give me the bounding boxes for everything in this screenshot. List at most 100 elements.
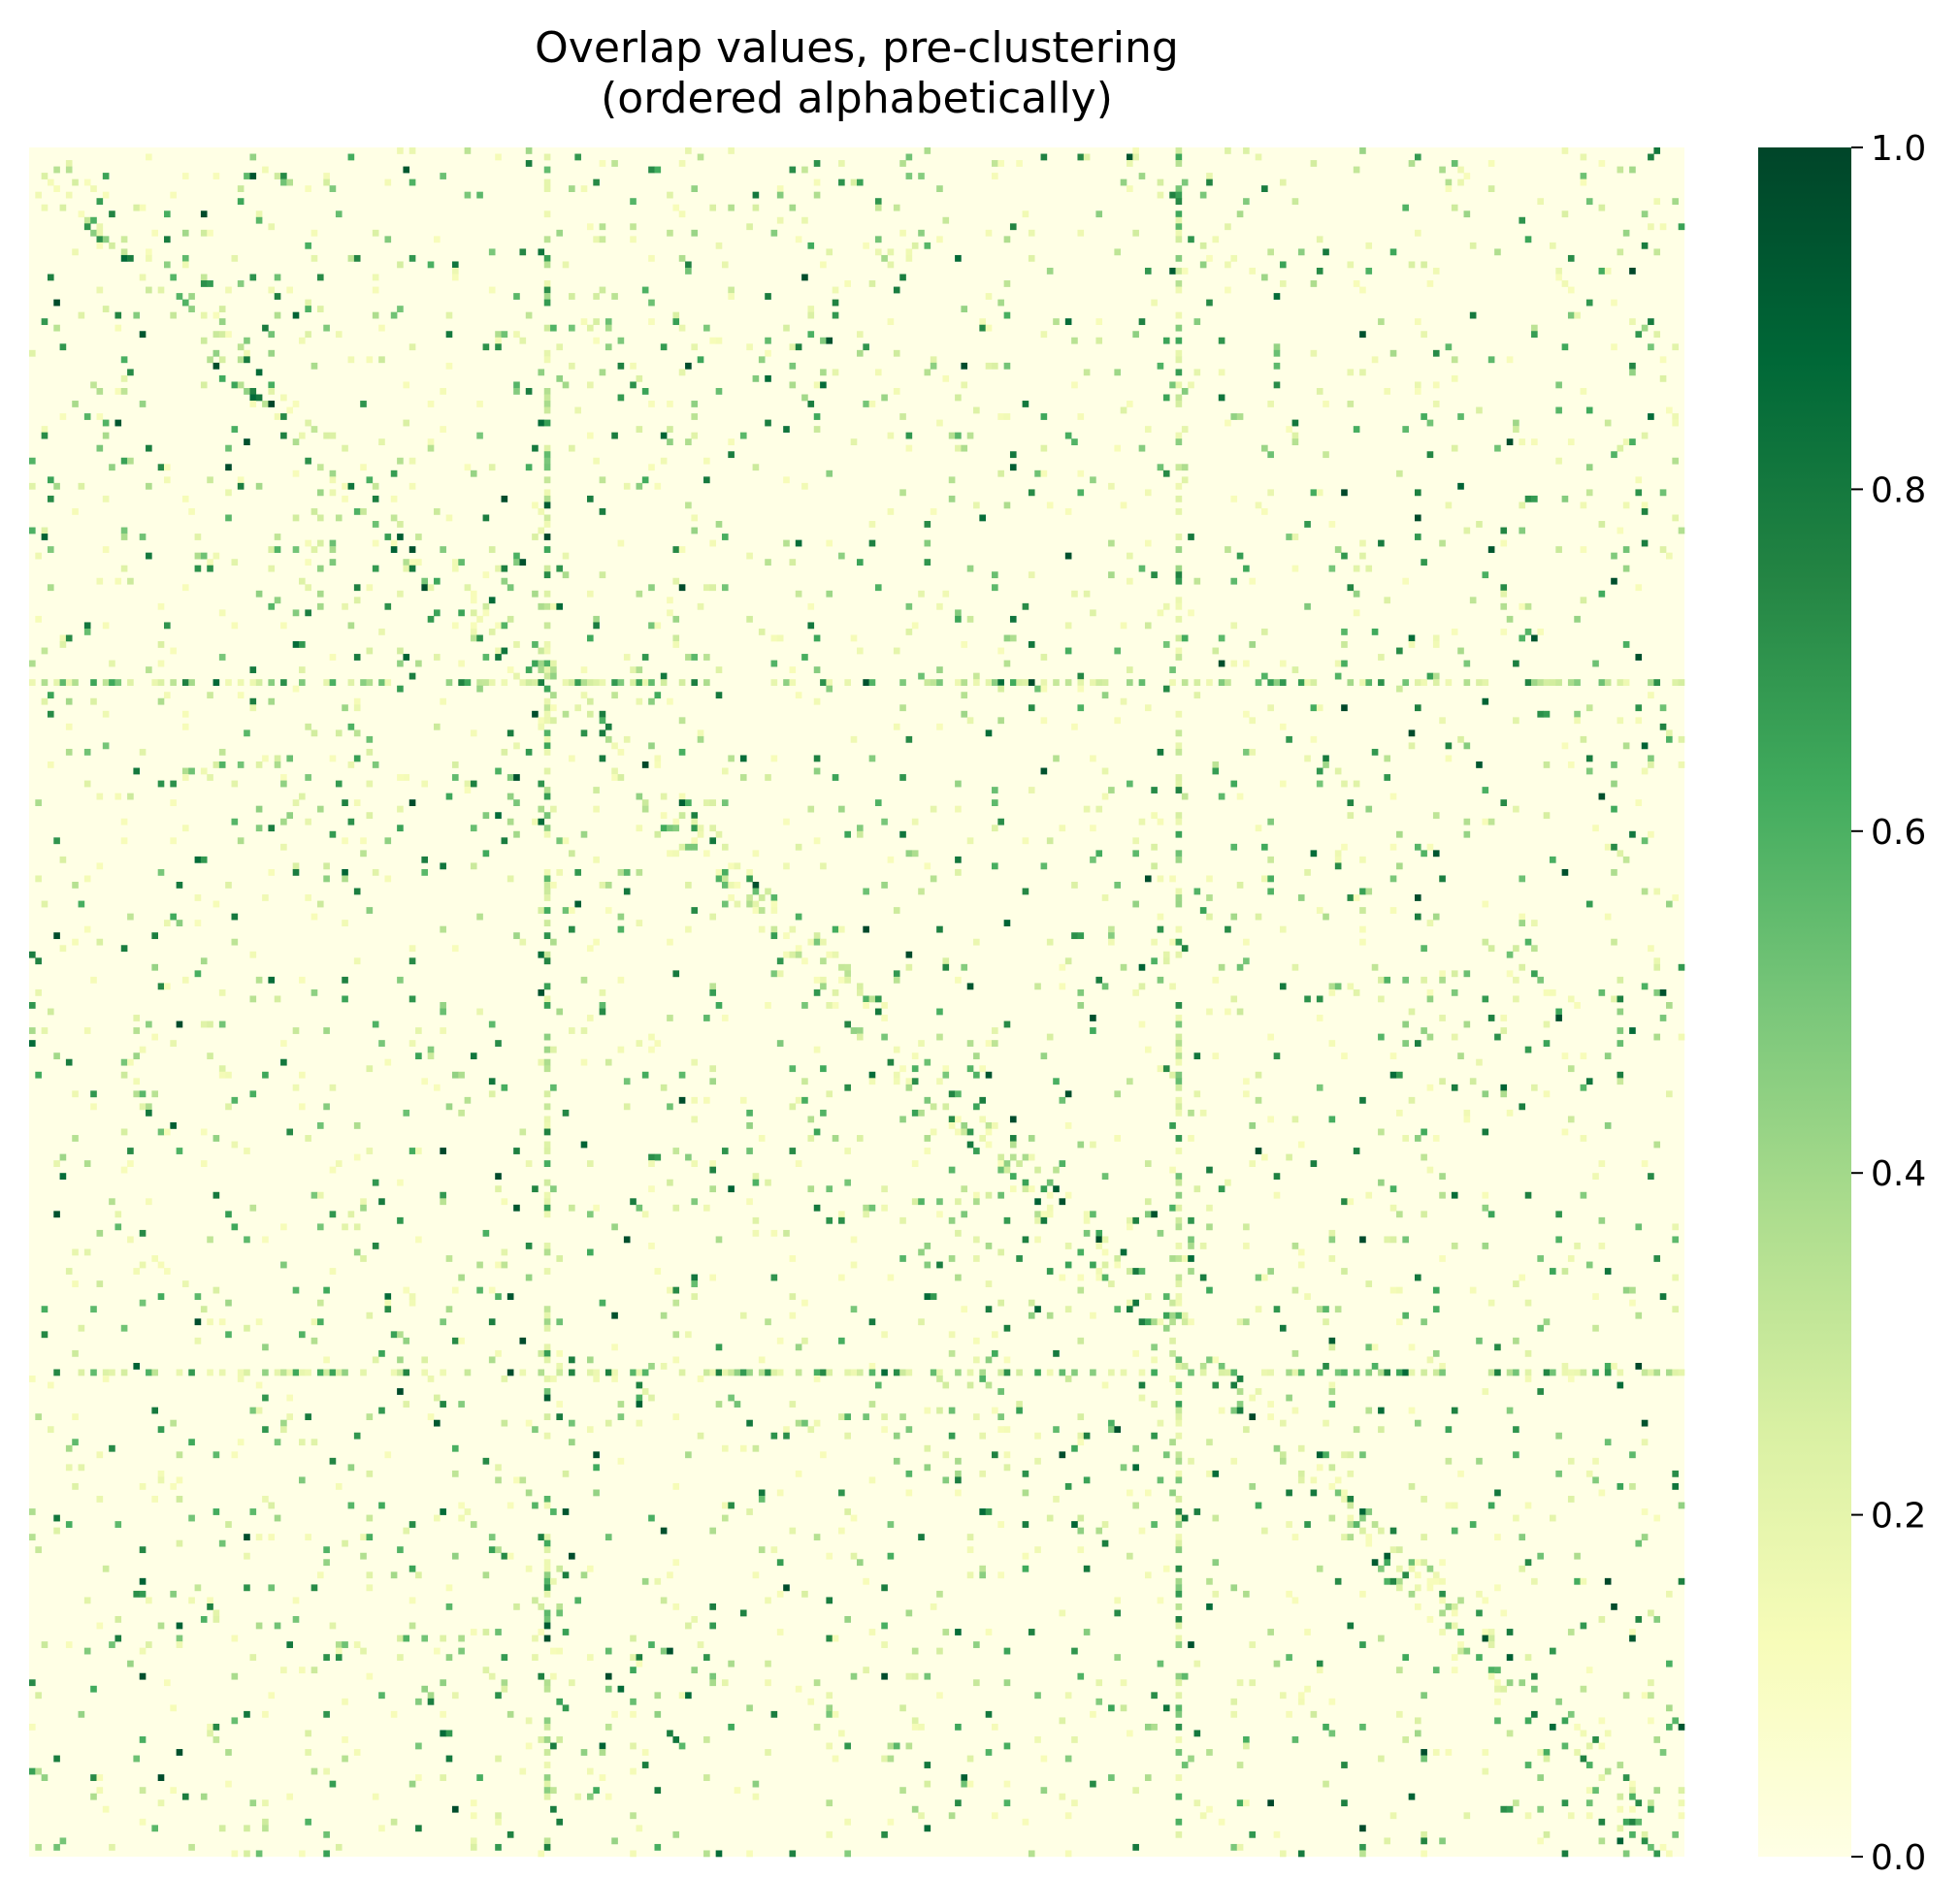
heatmap-cell — [948, 1116, 956, 1123]
heatmap-cell — [440, 925, 446, 933]
heatmap-cell — [280, 173, 287, 179]
heatmap-cell — [1181, 1255, 1189, 1262]
heatmap-cell — [1151, 862, 1158, 870]
heatmap-cell — [1206, 1166, 1213, 1174]
heatmap-cell — [636, 482, 643, 490]
heatmap-cell — [1451, 1242, 1458, 1249]
heatmap-cell — [90, 976, 97, 984]
heatmap-cell — [721, 1444, 729, 1452]
heatmap-cell — [1653, 1514, 1661, 1522]
heatmap-cell — [1236, 1376, 1244, 1382]
heatmap-cell — [1316, 995, 1323, 1003]
heatmap-cell — [1090, 1211, 1096, 1218]
heatmap-cell — [513, 641, 520, 648]
heatmap-cell — [114, 387, 122, 395]
heatmap-cell — [1567, 995, 1575, 1003]
heatmap-cell — [47, 1008, 54, 1016]
heatmap-cell — [83, 925, 91, 933]
heatmap-cell — [868, 679, 876, 687]
heatmap-cell — [65, 1058, 73, 1066]
heatmap-cell — [415, 559, 422, 567]
heatmap-cell — [255, 590, 263, 598]
heatmap-cell — [1046, 502, 1054, 509]
heatmap-cell — [482, 609, 490, 617]
heatmap-cell — [445, 1103, 453, 1111]
heatmap-cell — [1653, 1787, 1661, 1795]
heatmap-cell — [146, 1369, 152, 1376]
heatmap-cell — [268, 331, 276, 339]
heatmap-cell — [739, 1444, 747, 1452]
heatmap-cell — [1095, 679, 1103, 687]
heatmap-cell — [599, 679, 606, 687]
heatmap-cell — [1617, 1071, 1624, 1079]
heatmap-cell — [244, 337, 250, 344]
heatmap-cell — [1212, 1470, 1220, 1477]
heatmap-cell — [127, 793, 134, 800]
heatmap-cell — [102, 191, 110, 199]
heatmap-cell — [1482, 679, 1489, 687]
heatmap-cell — [1059, 1198, 1066, 1206]
heatmap-cell — [1389, 1527, 1397, 1535]
heatmap-cell — [550, 882, 557, 889]
heatmap-cell — [911, 818, 919, 826]
heatmap-cell — [543, 812, 551, 820]
heatmap-cell — [685, 843, 692, 851]
heatmap-cell — [556, 343, 564, 351]
heatmap-cell — [556, 1413, 564, 1421]
heatmap-cell — [329, 539, 337, 547]
heatmap-cell — [961, 692, 968, 699]
heatmap-cell — [1175, 1470, 1183, 1477]
heatmap-cell — [1188, 236, 1194, 243]
heatmap-cell — [979, 318, 986, 326]
heatmap-cell — [415, 1742, 422, 1750]
heatmap-cell — [1549, 1369, 1556, 1376]
heatmap-cell — [1347, 983, 1355, 990]
heatmap-cell — [1028, 787, 1035, 793]
heatmap-cell — [280, 818, 287, 826]
heatmap-cell — [887, 1818, 895, 1826]
heatmap-cell — [691, 527, 699, 534]
heatmap-cell — [660, 672, 668, 680]
heatmap-cell — [826, 1742, 833, 1750]
heatmap-cell — [1206, 1223, 1213, 1231]
heatmap-cell — [1476, 1457, 1483, 1465]
heatmap-cell — [188, 1514, 195, 1522]
heatmap-cell — [1328, 1236, 1336, 1244]
heatmap-cell — [513, 774, 520, 781]
heatmap-cell — [1175, 438, 1183, 446]
heatmap-cell — [924, 1444, 931, 1452]
heatmap-cell — [1598, 204, 1606, 211]
heatmap-cell — [427, 584, 435, 592]
heatmap-cell — [1255, 679, 1262, 687]
heatmap-cell — [1604, 679, 1612, 687]
heatmap-cell — [678, 793, 686, 800]
heatmap-cell — [151, 963, 158, 971]
heatmap-cell — [1543, 1749, 1551, 1756]
heatmap-cell — [703, 850, 710, 858]
heatmap-cell — [543, 1268, 551, 1275]
heatmap-cell — [1083, 153, 1091, 161]
heatmap-cell — [1396, 1369, 1403, 1376]
heatmap-cell — [746, 552, 753, 560]
heatmap-cell — [1328, 1116, 1336, 1123]
heatmap-cell — [905, 432, 913, 439]
heatmap-cell — [329, 432, 337, 439]
heatmap-cell — [151, 1090, 158, 1098]
heatmap-cell — [783, 951, 790, 958]
heatmap-cell — [83, 413, 91, 420]
heatmap-cell — [543, 1191, 551, 1199]
heatmap-cell — [924, 1058, 931, 1066]
heatmap-cell — [715, 521, 723, 528]
heatmap-cell — [672, 318, 680, 326]
heatmap-cell — [212, 1736, 220, 1743]
heatmap-cell — [930, 1128, 937, 1136]
heatmap-cell — [513, 559, 520, 567]
heatmap-cell — [538, 780, 545, 788]
heatmap-cell — [709, 1185, 716, 1193]
heatmap-cell — [390, 1331, 398, 1339]
heatmap-cell — [1108, 1774, 1115, 1781]
heatmap-cell — [390, 470, 398, 477]
heatmap-cell — [820, 957, 827, 965]
heatmap-cell — [59, 204, 67, 211]
heatmap-cell — [1648, 1173, 1654, 1181]
